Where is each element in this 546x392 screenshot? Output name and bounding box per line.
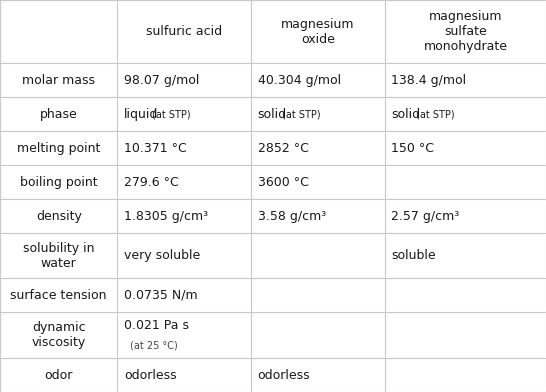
- Text: (at STP): (at STP): [416, 109, 454, 119]
- Text: 150 °C: 150 °C: [391, 142, 435, 155]
- Text: 3.58 g/cm³: 3.58 g/cm³: [258, 210, 326, 223]
- Text: magnesium
sulfate
monohydrate: magnesium sulfate monohydrate: [424, 10, 507, 53]
- Text: (at STP): (at STP): [282, 109, 321, 119]
- Text: 2852 °C: 2852 °C: [258, 142, 308, 155]
- Text: solubility in
water: solubility in water: [23, 242, 94, 270]
- Text: 2.57 g/cm³: 2.57 g/cm³: [391, 210, 460, 223]
- Text: odorless: odorless: [124, 368, 176, 382]
- Text: 98.07 g/mol: 98.07 g/mol: [124, 74, 199, 87]
- Text: magnesium
oxide: magnesium oxide: [281, 18, 355, 45]
- Text: 3600 °C: 3600 °C: [258, 176, 308, 189]
- Text: melting point: melting point: [17, 142, 100, 155]
- Text: molar mass: molar mass: [22, 74, 95, 87]
- Text: dynamic
viscosity: dynamic viscosity: [32, 321, 86, 349]
- Text: surface tension: surface tension: [10, 289, 107, 302]
- Text: 0.021 Pa s: 0.021 Pa s: [124, 319, 189, 332]
- Text: 1.8305 g/cm³: 1.8305 g/cm³: [124, 210, 208, 223]
- Text: liquid: liquid: [124, 108, 158, 121]
- Text: soluble: soluble: [391, 249, 436, 262]
- Text: 138.4 g/mol: 138.4 g/mol: [391, 74, 467, 87]
- Text: 0.0735 N/m: 0.0735 N/m: [124, 289, 198, 302]
- Text: 279.6 °C: 279.6 °C: [124, 176, 179, 189]
- Text: density: density: [35, 210, 82, 223]
- Text: very soluble: very soluble: [124, 249, 200, 262]
- Text: solid: solid: [391, 108, 420, 121]
- Text: boiling point: boiling point: [20, 176, 98, 189]
- Text: (at 25 °C): (at 25 °C): [130, 341, 178, 350]
- Text: odorless: odorless: [258, 368, 310, 382]
- Text: sulfuric acid: sulfuric acid: [146, 25, 222, 38]
- Text: odor: odor: [45, 368, 73, 382]
- Text: 40.304 g/mol: 40.304 g/mol: [258, 74, 341, 87]
- Text: solid: solid: [258, 108, 287, 121]
- Text: 10.371 °C: 10.371 °C: [124, 142, 187, 155]
- Text: phase: phase: [40, 108, 78, 121]
- Text: (at STP): (at STP): [152, 109, 191, 119]
